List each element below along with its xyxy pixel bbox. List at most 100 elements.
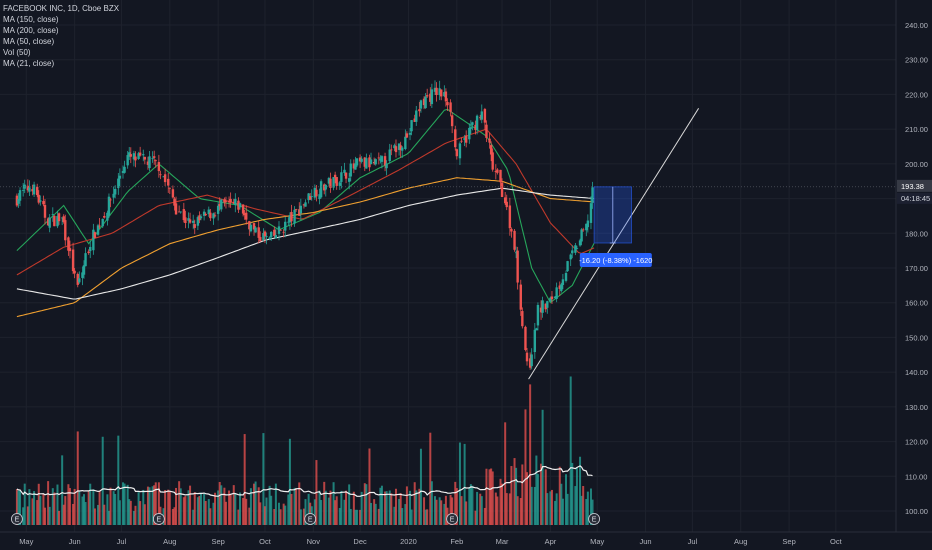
candle: [46, 217, 50, 226]
volume-bar: [444, 495, 447, 525]
legend-ma200[interactable]: MA (200, close): [3, 26, 59, 35]
candle: [327, 176, 331, 187]
candle: [157, 154, 161, 178]
volume-bar: [58, 510, 61, 525]
volume-bar: [117, 435, 120, 525]
volume-bar: [370, 502, 373, 525]
time-tick-label: Jul: [117, 537, 127, 546]
candle-body: [446, 102, 449, 106]
time-tick-label: Sep: [211, 537, 224, 546]
volume-bar: [204, 500, 207, 525]
candle-body: [237, 200, 240, 210]
volume-bar: [550, 489, 553, 525]
volume-bar: [184, 496, 187, 525]
candle-body: [82, 265, 86, 275]
legend-ma21[interactable]: MA (21, close): [3, 59, 55, 68]
volume-bar: [433, 496, 436, 525]
volume-bar: [92, 489, 95, 525]
candle: [113, 185, 117, 199]
candle-body: [243, 213, 246, 216]
candle-body: [31, 189, 34, 192]
candle-body: [28, 187, 31, 192]
candle-body: [318, 194, 321, 200]
volume-bar: [134, 505, 137, 525]
time-tick-label: 2020: [400, 537, 417, 546]
volume-bar: [67, 484, 70, 525]
volume-bar: [307, 493, 310, 525]
candle-body: [560, 284, 563, 291]
volume-bar: [398, 498, 401, 525]
candle-body: [98, 225, 101, 227]
volume-bar: [245, 498, 248, 525]
volume-bar: [455, 488, 458, 525]
volume-bar: [121, 482, 124, 525]
candle-body: [546, 301, 549, 308]
candle: [48, 214, 51, 233]
volume-bar: [409, 490, 412, 525]
candle: [277, 221, 281, 241]
candle-body: [394, 146, 398, 153]
candle: [580, 228, 583, 246]
volume-bar: [549, 491, 552, 525]
candle-body: [564, 273, 568, 281]
candle-body: [399, 145, 402, 151]
volume-bar: [51, 488, 54, 525]
candle: [464, 130, 468, 148]
volume-bar: [31, 498, 34, 525]
candle: [324, 184, 327, 197]
candle: [107, 193, 111, 219]
volume-bar: [405, 486, 408, 525]
candle-body: [282, 231, 285, 233]
legend-title[interactable]: FACEBOOK INC, 1D, Cboe BZX: [3, 4, 120, 13]
candle: [479, 114, 482, 121]
price-axis[interactable]: 100.00 110.00 120.00 130.00 140.00 150.00 160.…: [895, 0, 932, 532]
candle-body: [118, 175, 122, 179]
legend-ma150[interactable]: MA (150, close): [3, 15, 59, 24]
candle: [168, 187, 171, 194]
time-axis[interactable]: May Jun Jul Aug Sep Oct Nov Dec 2020 Feb Mar Apr May…: [0, 531, 932, 546]
candle-body: [224, 201, 228, 202]
candle-body: [591, 187, 594, 203]
volume-bar: [329, 490, 332, 525]
candle-body: [71, 249, 75, 272]
volume-bar: [451, 497, 454, 525]
volume-bar: [164, 489, 167, 525]
candle-body: [589, 203, 593, 223]
volume-bar: [259, 502, 262, 525]
candle-body: [449, 102, 452, 112]
candle: [60, 217, 64, 226]
earnings-label: E: [450, 517, 455, 524]
candle: [252, 222, 256, 236]
candle-body: [106, 212, 109, 221]
price-tick-label: 180.00: [905, 229, 928, 238]
volume-bar: [173, 507, 176, 525]
legend-ma50[interactable]: MA (50, close): [3, 37, 55, 46]
candle: [332, 177, 335, 191]
candle-body: [148, 156, 151, 169]
measure-label: -16.20 (-8.38%) -1620: [579, 256, 652, 265]
candle: [43, 198, 47, 225]
candle-body: [51, 214, 54, 215]
legend-vol[interactable]: Vol (50): [3, 48, 31, 57]
candle: [78, 271, 81, 284]
volume-bar: [591, 499, 594, 525]
candle-body: [347, 178, 351, 182]
candle: [500, 178, 504, 198]
candle-body: [424, 96, 427, 109]
candle: [137, 151, 140, 160]
volume-bar: [224, 501, 227, 525]
price-tick-label: 120.00: [905, 438, 928, 447]
candle: [293, 206, 296, 227]
candle: [549, 296, 552, 302]
volume-bar: [101, 436, 104, 525]
candle-body: [586, 220, 590, 228]
volume-bar: [82, 494, 85, 525]
candle-body: [241, 204, 245, 214]
drawings[interactable]: -16.20 (-8.38%) -1620: [0, 108, 896, 380]
candle-body: [17, 198, 20, 204]
candle-body: [524, 326, 527, 350]
candle: [368, 154, 371, 172]
candle-body: [263, 231, 267, 237]
